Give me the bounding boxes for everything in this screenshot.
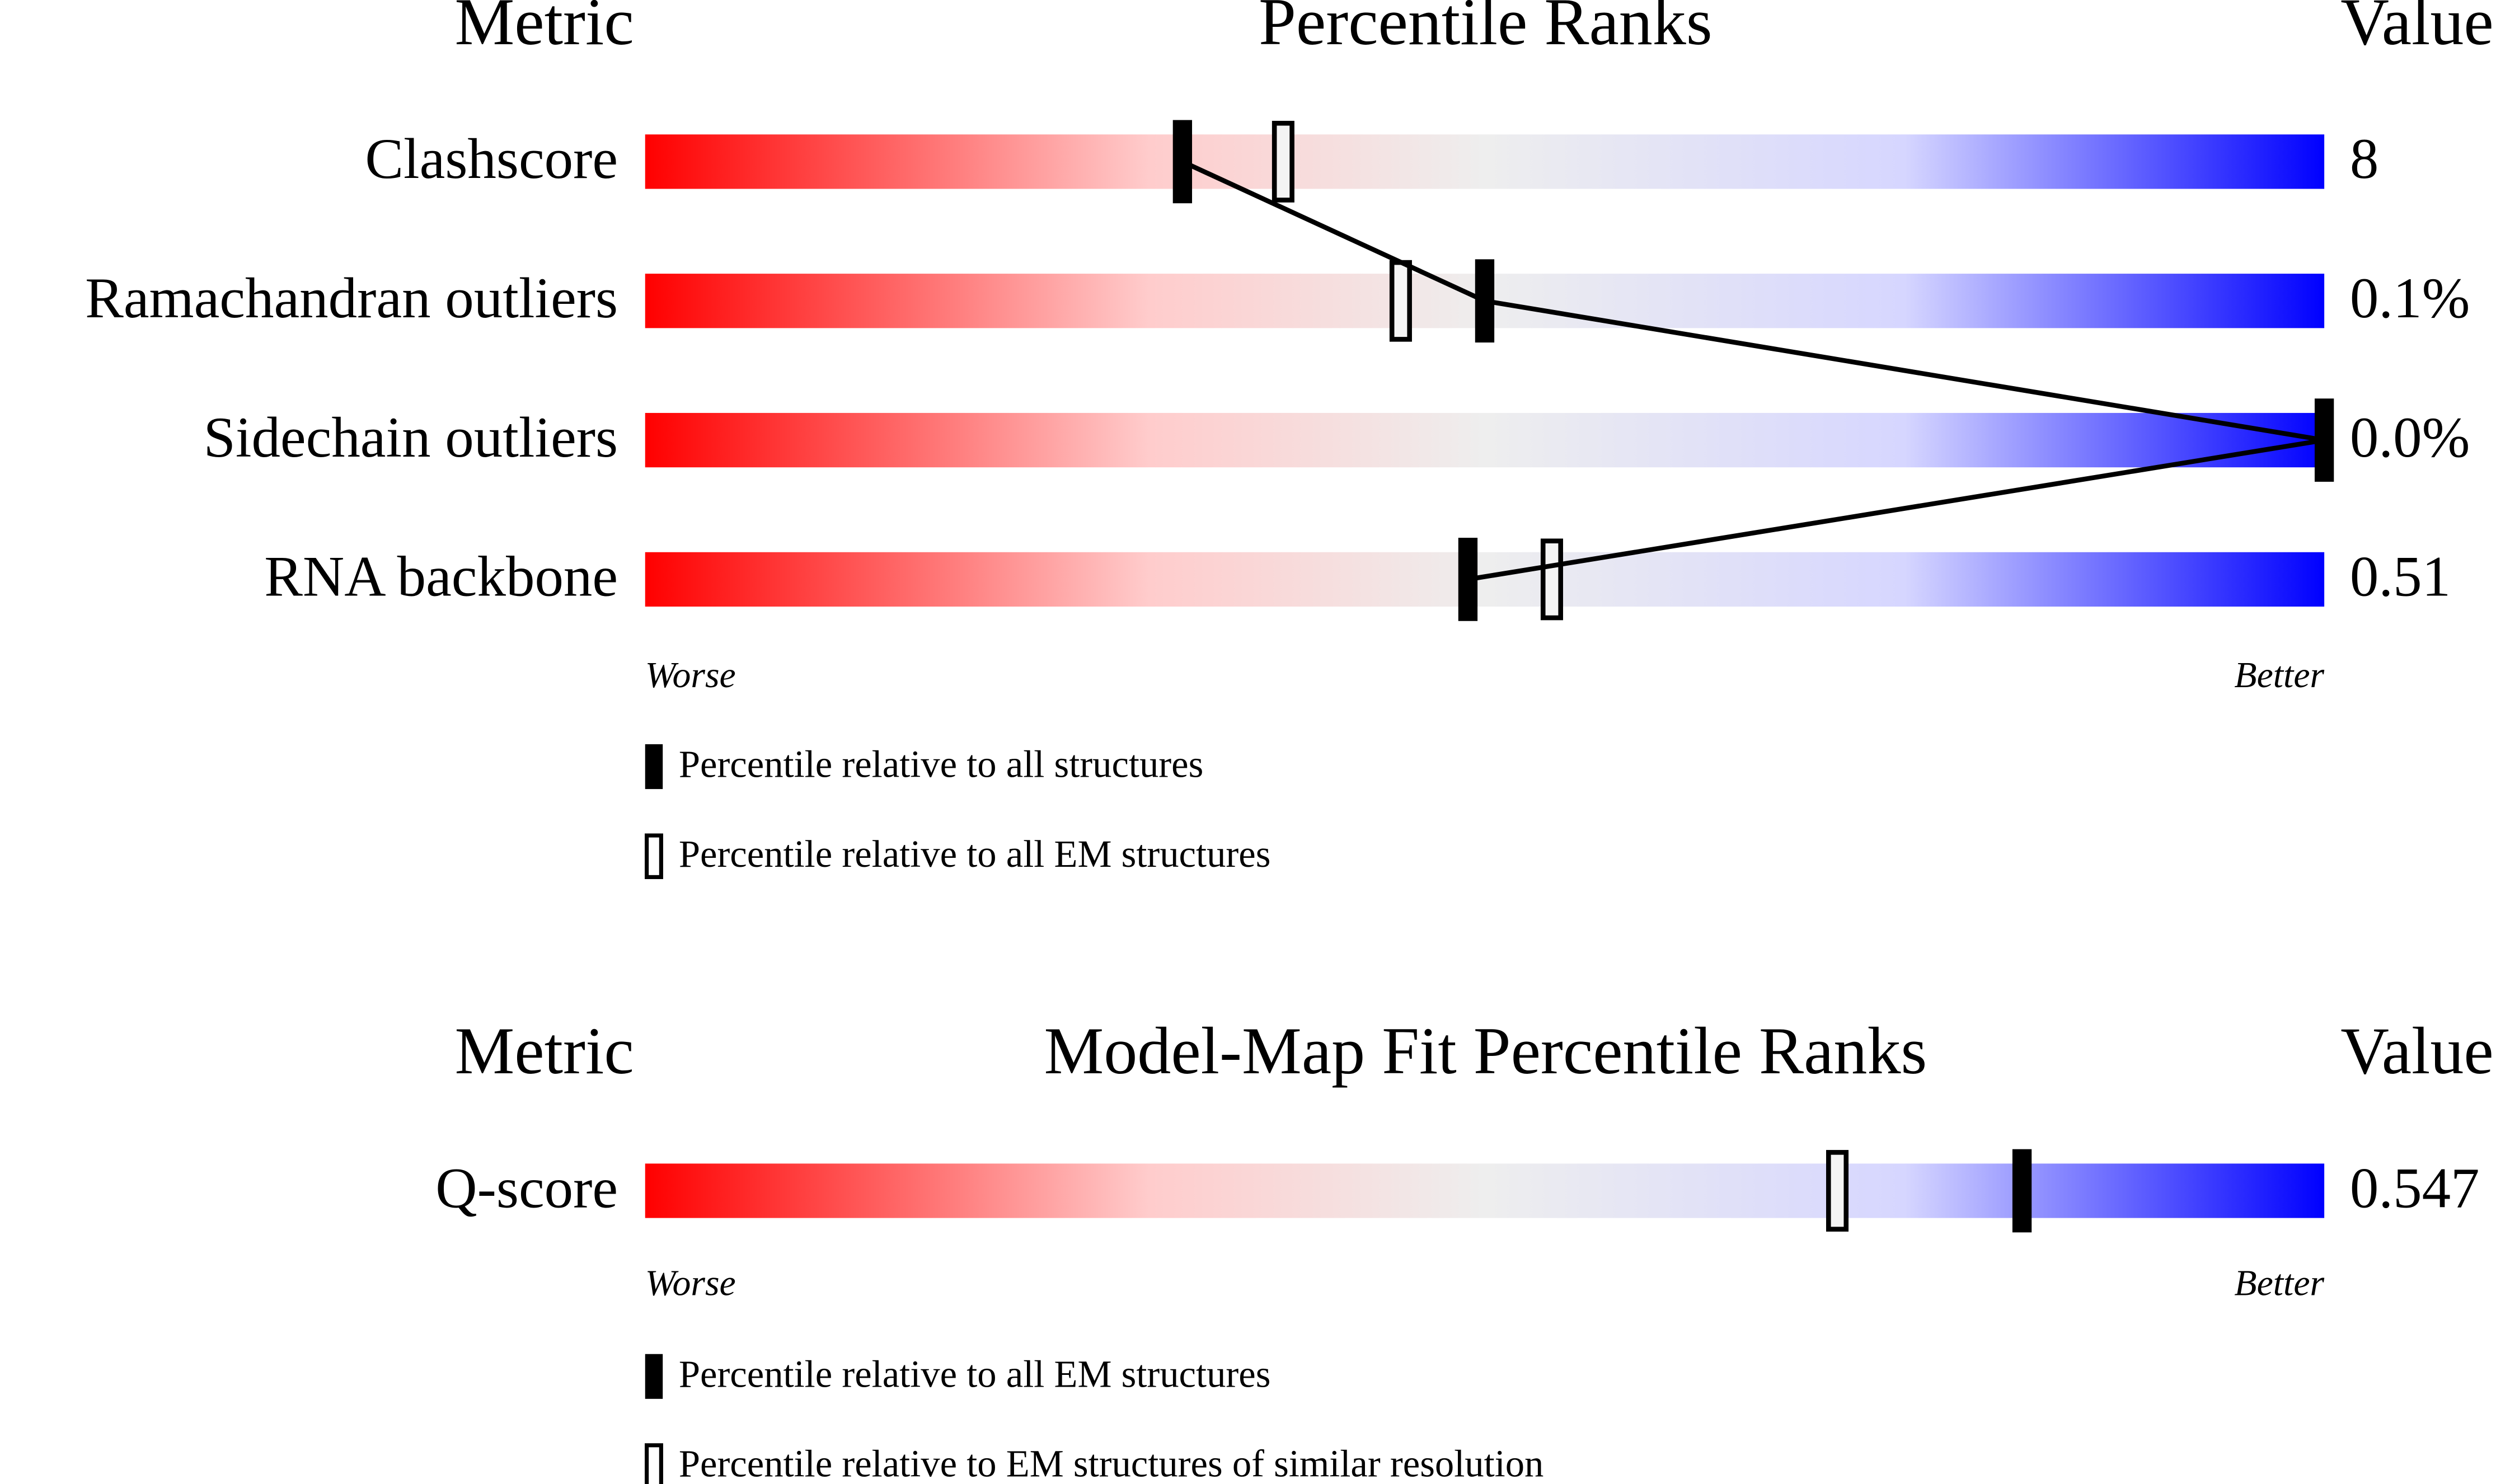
legend-filled: Percentile relative to all structures	[679, 743, 1204, 786]
marker-filled	[1475, 259, 1495, 343]
legend-icon-filled	[645, 744, 663, 790]
marker-open	[1540, 538, 1563, 621]
slider-bar	[645, 412, 2325, 468]
worse-label: Worse	[645, 1263, 736, 1304]
legend-filled: Percentile relative to all EM structures	[679, 1352, 1271, 1395]
slider-bar	[645, 1163, 2325, 1218]
legend-icon-filled	[645, 1354, 663, 1399]
metric-value: 0.547	[2350, 1156, 2480, 1220]
metric-value: 8	[2350, 127, 2378, 191]
legend-icon-open	[645, 1443, 663, 1484]
marker-filled	[2314, 398, 2334, 482]
marker-open	[1826, 1150, 1849, 1232]
legend-open: Percentile relative to EM structures of …	[679, 1443, 1544, 1484]
marker-filled	[1172, 120, 1193, 204]
marker-filled	[2012, 1149, 2032, 1233]
header-metric: Metric	[454, 0, 634, 59]
header-value: Value	[2340, 0, 2493, 59]
legend-icon-open	[645, 833, 663, 879]
metric-label: Sidechain outliers	[204, 406, 618, 469]
metric-value: 0.51	[2350, 545, 2451, 609]
marker-open	[1272, 120, 1294, 203]
better-label: Better	[2234, 655, 2324, 696]
slider-bar	[645, 134, 2325, 189]
metric-label: Q-score	[435, 1156, 618, 1220]
header-title: Percentile Ranks	[1259, 0, 1713, 59]
marker-open	[1389, 260, 1412, 342]
metric-value: 0.1%	[2350, 266, 2470, 330]
header-title: Model-Map Fit Percentile Ranks	[1044, 1013, 1927, 1088]
metric-value: 0.0%	[2350, 406, 2470, 469]
metric-label: RNA backbone	[264, 545, 618, 609]
marker-filled	[1458, 538, 1478, 621]
legend-open: Percentile relative to all EM structures	[679, 833, 1271, 875]
slider-bar	[645, 552, 2325, 607]
header-metric: Metric	[454, 1013, 634, 1088]
better-label: Better	[2234, 1263, 2324, 1304]
connector-line	[1181, 159, 2325, 582]
worse-label: Worse	[645, 655, 736, 696]
metric-label: Clashscore	[365, 127, 618, 191]
header-value: Value	[2340, 1013, 2493, 1088]
metric-label: Ramachandran outliers	[85, 266, 618, 330]
